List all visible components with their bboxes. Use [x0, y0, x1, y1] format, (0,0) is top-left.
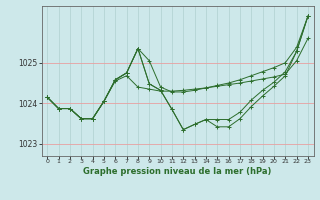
X-axis label: Graphe pression niveau de la mer (hPa): Graphe pression niveau de la mer (hPa) [84, 167, 272, 176]
